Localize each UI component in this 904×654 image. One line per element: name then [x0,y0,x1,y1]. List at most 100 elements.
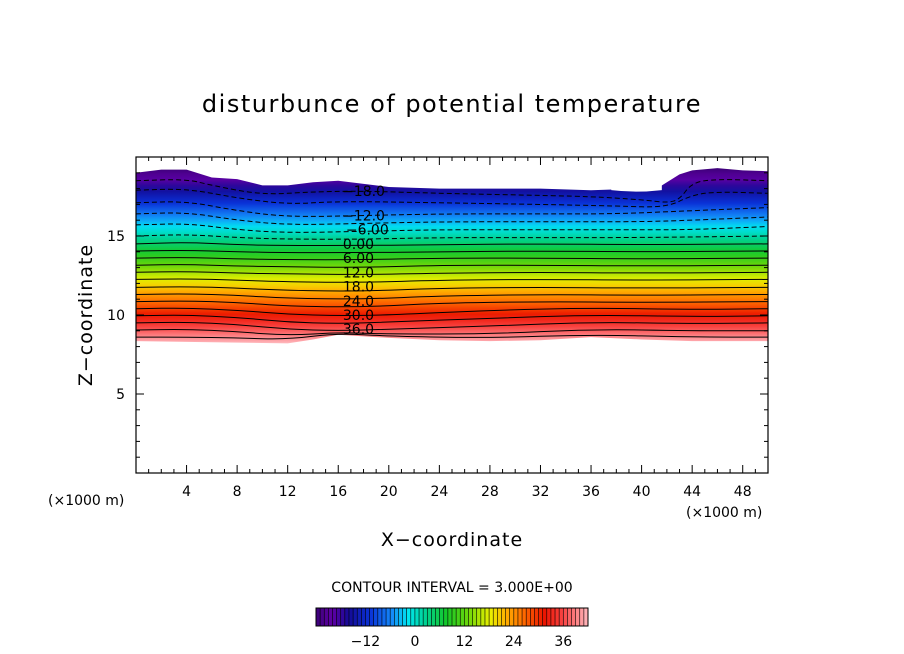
colorbar-cell [386,608,391,626]
colorbar-cell [559,608,564,626]
colorbar-cell [369,608,375,626]
colorbar-cell [497,608,502,626]
colorbar-cell [563,608,568,626]
x-tick-label: 20 [380,484,398,500]
colorbar-cell [546,608,552,626]
colorbar-tick-label: −12 [351,634,381,650]
colorbar-cell [509,608,515,626]
colorbar-cell [575,608,581,626]
colorbar-cell [542,608,548,626]
colorbar-cell [464,608,469,626]
contour-labels: −18.0 −12.0−6.000.006.0012.018.024.030.03… [342,184,389,338]
colorbar-cell [414,608,420,626]
colorbar-cell [513,608,519,626]
colorbar-cell [550,608,556,626]
colorbar-cell [439,608,445,626]
x-tick-label: 12 [279,484,297,500]
contour-line [136,234,768,240]
x-tick-label: 16 [329,484,347,500]
colorbar-cell [583,608,589,626]
colorbar-cell [348,608,354,626]
colorbar-cell [328,608,333,626]
contour-label: 24.0 [343,294,374,310]
contour-line [136,278,768,283]
colorbar-cell [373,608,379,626]
x-tick-label: 24 [430,484,448,500]
x-tick-label: 32 [532,484,550,500]
contour-label: 30.0 [343,308,374,324]
y-tick-label: 5 [116,387,125,403]
colorbar-cell [476,608,482,626]
contour-line [136,321,768,331]
x-tick-label: 48 [734,484,752,500]
colorbar-cell [435,608,441,626]
colorbar-cell [377,608,383,626]
colorbar-tick-label: 0 [410,634,419,650]
colorbar-cell [522,608,527,626]
plot-area [136,157,768,344]
contour-label: 18.0 [343,280,374,296]
x-tick-label: 8 [233,484,242,500]
x-axis-title: X−coordinate [381,529,523,551]
colorbar-cell [381,608,387,626]
colorbar-cell [353,608,358,626]
y-axis-title: Z−coordinate [75,244,97,386]
contour-line [136,249,768,254]
colorbar-cell [534,608,539,626]
contour-label: −6.00 [346,223,389,239]
contour-line [136,333,768,340]
undefined-region [611,157,662,192]
colorbar-cell [320,608,325,626]
x-tick-label: 44 [683,484,701,500]
colorbar-cell [324,608,329,626]
colorbar-cell [501,608,506,626]
colorbar-cell [579,608,585,626]
contour-label: −12.0 [342,208,385,224]
colorbar-cell [489,608,494,626]
contour-line [136,242,768,247]
contour-label: 12.0 [343,265,374,281]
colorbar-cell [505,608,511,626]
colorbar-cell [419,608,424,626]
contour-line [136,329,768,336]
colorbar-cell [394,608,399,626]
colorbar-cell [460,608,465,626]
x-unit-label-right: (×1000 m) [686,505,762,521]
contour-line [136,286,768,292]
colorbar-cell [472,608,478,626]
x-tick-label: 28 [481,484,499,500]
y-axis-ticks: 5 10 15 [107,172,768,458]
colorbar-cell [357,608,362,626]
colorbar-cell [410,608,416,626]
colorbar-cell [402,608,408,626]
colorbar-cell [493,608,498,626]
colorbar-cell [431,608,436,626]
colorbar-tick-label: 24 [505,634,523,650]
colorbar-cell [316,608,321,626]
colorbar-cell [452,608,457,626]
colorbar-cell [530,608,535,626]
colorbar-frame [315,607,589,627]
contour-line [136,257,768,261]
chart-title: disturbunce of potential temperature [202,90,702,118]
contour-label: 36.0 [343,322,374,338]
x-axis-ticks: 4 8 12 16 20 24 28 32 36 40 44 48 [148,157,756,500]
contour-line [136,223,768,233]
contour-interval-text: CONTOUR INTERVAL = 3.000E+00 [331,580,572,596]
colorbar-cell [567,608,572,626]
colorbar-cell [447,608,453,626]
contour-line [136,300,768,308]
colorbar-cell [361,608,366,626]
colorbar-cell [427,608,432,626]
colorbar-cell [555,608,560,626]
colorbar-tick-label: 36 [554,634,572,650]
x-unit-label-left: (×1000 m) [48,493,124,509]
colorbar-cell [484,608,490,626]
colorbar-cell [336,608,342,626]
colorbar-cell [456,608,461,626]
contour-line [136,201,768,217]
contour-label: 6.00 [343,251,374,267]
x-tick-label: 40 [633,484,651,500]
colorbar-cell [526,608,531,626]
contour-lines [136,179,768,340]
